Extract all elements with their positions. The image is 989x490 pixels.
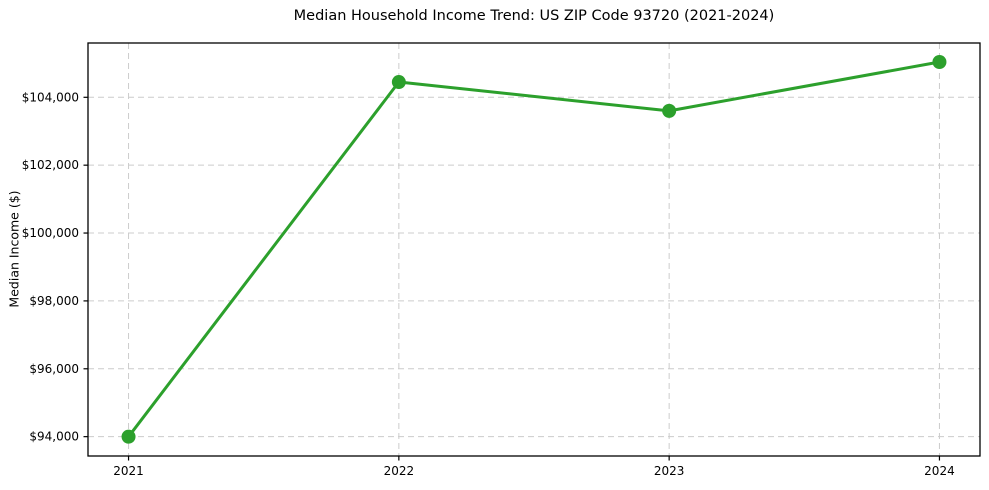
- y-tick-label: $98,000: [29, 294, 79, 308]
- axes-box: [87, 42, 981, 457]
- data-point: [391, 75, 406, 90]
- y-tick-label: $100,000: [22, 226, 79, 240]
- trend-line: [127, 60, 941, 439]
- x-tick-label: 2021: [113, 464, 144, 478]
- x-tick-label: 2024: [924, 464, 955, 478]
- y-tick-label: $94,000: [29, 430, 79, 444]
- data-point: [662, 103, 677, 118]
- y-tick-label: $96,000: [29, 362, 79, 376]
- y-tick-label: $102,000: [22, 158, 79, 172]
- x-tick-label: 2022: [384, 464, 415, 478]
- y-tick-label: $104,000: [22, 90, 79, 104]
- data-point: [121, 429, 136, 444]
- data-point: [932, 55, 947, 70]
- x-tick-label: 2023: [654, 464, 685, 478]
- chart-title: Median Household Income Trend: US ZIP Co…: [293, 8, 775, 24]
